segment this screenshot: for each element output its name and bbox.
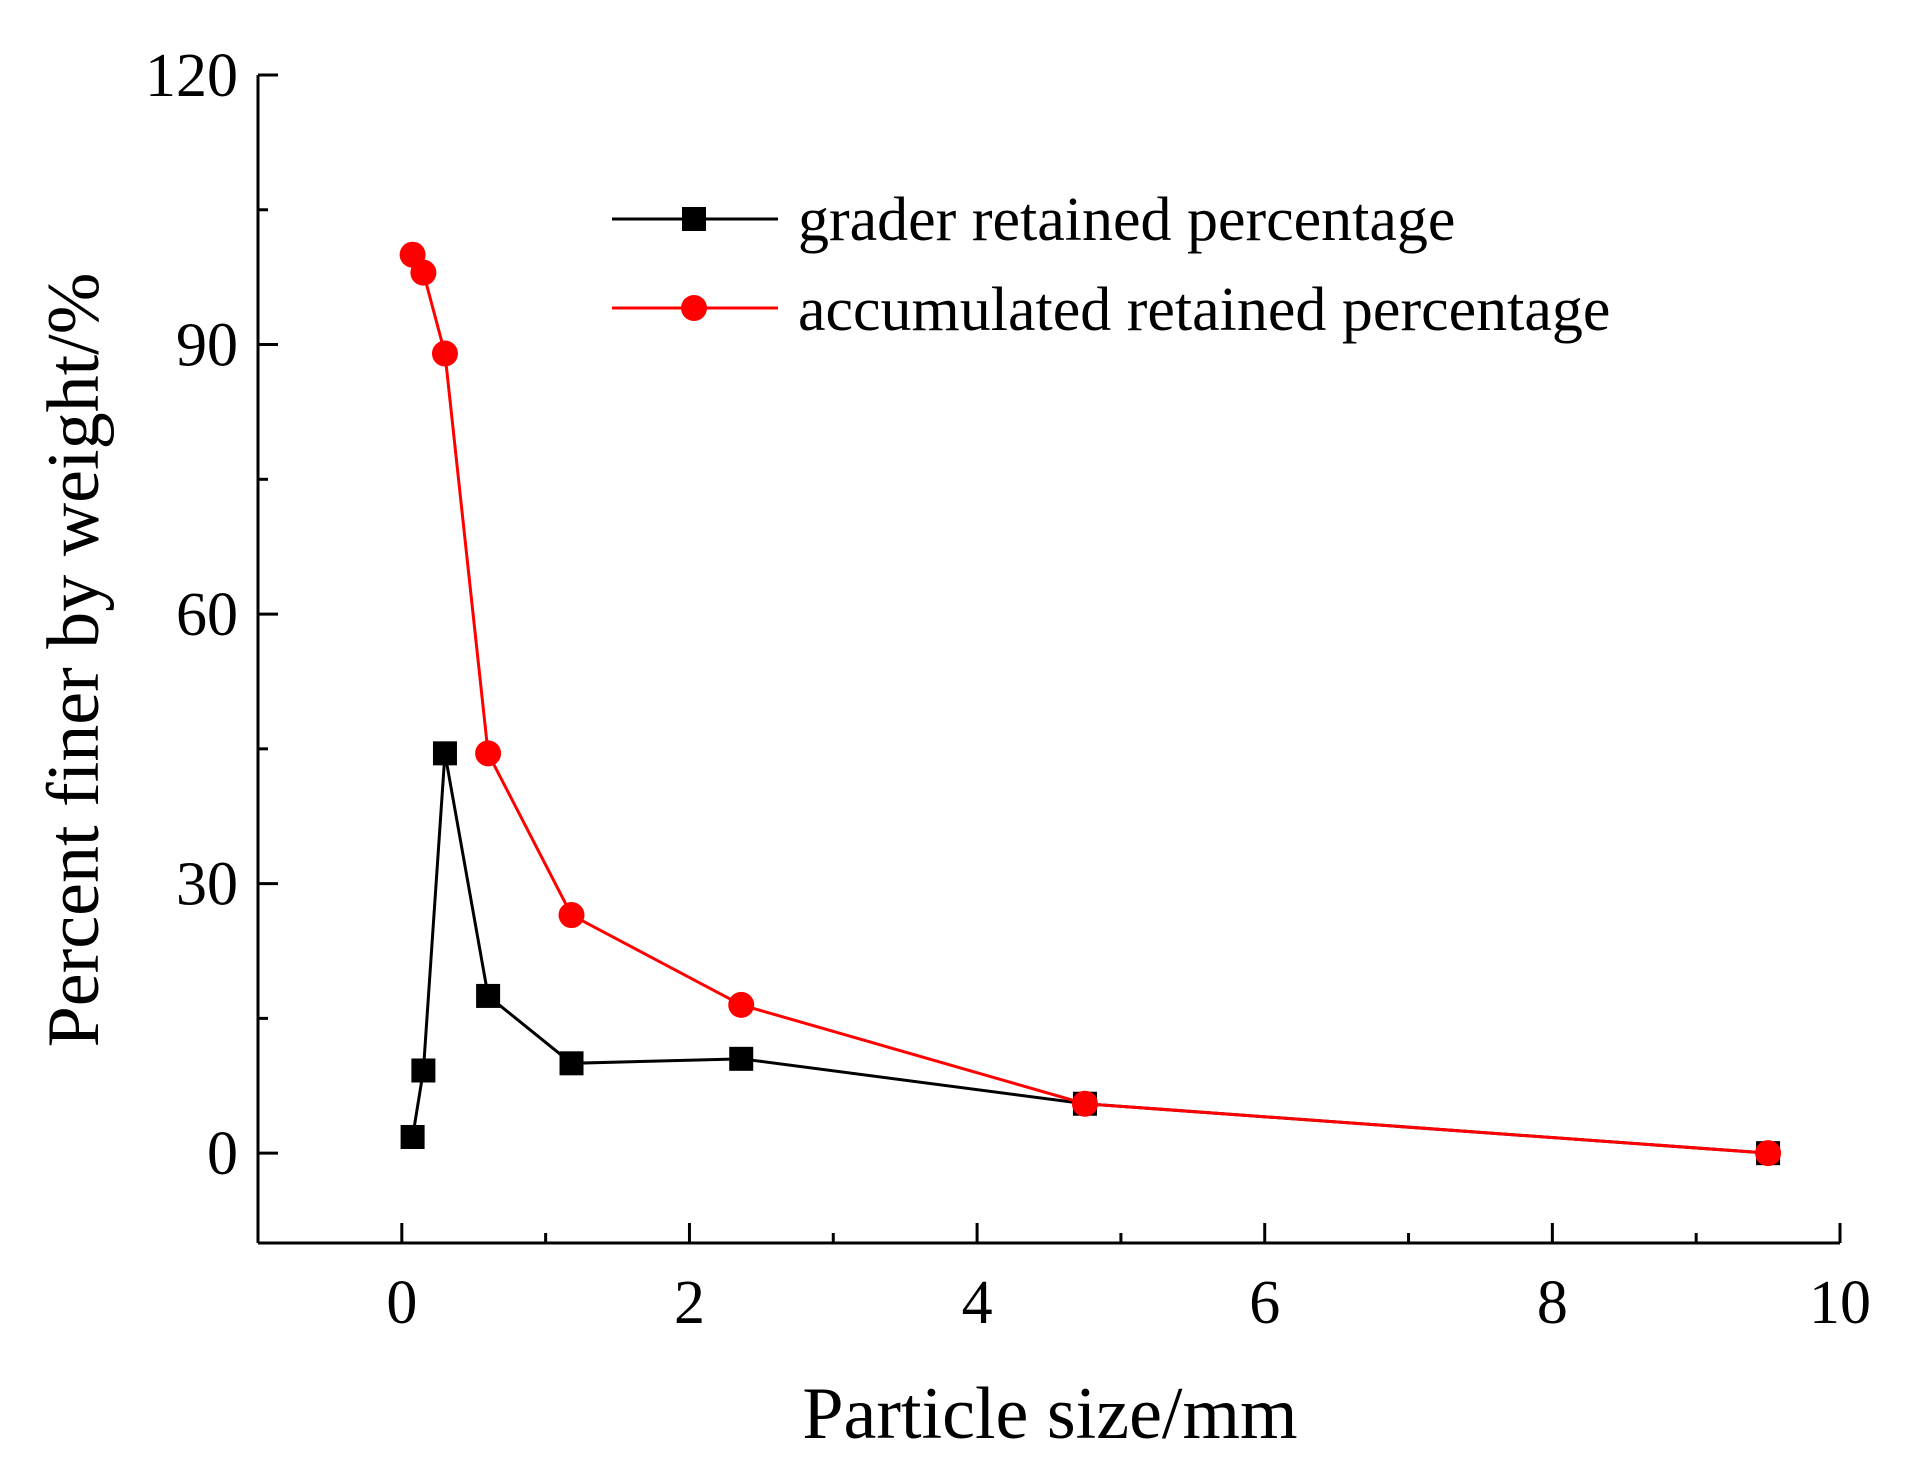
y-tick-label: 120 — [145, 42, 238, 110]
y-tick-label: 30 — [176, 851, 238, 919]
x-tick-label: 4 — [962, 1269, 993, 1337]
legend-label-grader: grader retained percentage — [798, 186, 1455, 254]
data-point-grader — [400, 1124, 425, 1149]
data-point-grader — [411, 1058, 436, 1083]
x-axis-title: Particle size/mm — [802, 1373, 1297, 1455]
y-ticks: 0 30 60 90 120 — [145, 42, 278, 1188]
legend: grader retained percentage accumulated r… — [612, 186, 1610, 344]
y-tick-label: 90 — [176, 312, 238, 380]
y-axis-title: Percent finer by weight/% — [33, 273, 115, 1048]
series-line-accumulated — [411, 253, 1769, 1155]
data-point-accumulated — [410, 259, 437, 286]
data-point-grader — [729, 1046, 754, 1071]
x-tick-label: 2 — [674, 1269, 705, 1337]
data-point-accumulated — [1071, 1090, 1098, 1117]
x-tick-label: 8 — [1537, 1269, 1568, 1337]
data-point-accumulated — [728, 991, 755, 1018]
data-point-grader — [432, 741, 457, 766]
data-point-accumulated — [1755, 1140, 1782, 1167]
data-point-grader — [559, 1051, 584, 1076]
legend-marker-accumulated — [681, 295, 707, 321]
data-point-accumulated — [475, 740, 502, 767]
legend-label-accumulated: accumulated retained percentage — [798, 276, 1610, 344]
data-point-grader — [476, 983, 501, 1008]
y-tick-label: 60 — [176, 581, 238, 649]
data-point-accumulated — [431, 340, 458, 367]
y-tick-label: 0 — [207, 1120, 238, 1188]
series-line-grader — [411, 753, 1769, 1155]
legend-marker-grader — [682, 207, 706, 231]
axes — [256, 75, 1840, 1245]
series-layer — [399, 241, 1782, 1167]
x-tick-label: 0 — [386, 1269, 417, 1337]
x-ticks: 0 2 4 6 8 10 — [386, 1223, 1871, 1337]
x-tick-label: 6 — [1249, 1269, 1280, 1337]
data-point-accumulated — [558, 902, 585, 929]
x-tick-label: 10 — [1809, 1269, 1871, 1337]
